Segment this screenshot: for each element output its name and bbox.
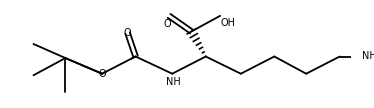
Text: NH: NH <box>166 77 181 87</box>
Text: OH: OH <box>220 18 235 28</box>
Text: O: O <box>98 69 106 79</box>
Text: O: O <box>124 28 131 38</box>
Text: O: O <box>163 19 171 29</box>
Text: NH: NH <box>362 51 374 61</box>
